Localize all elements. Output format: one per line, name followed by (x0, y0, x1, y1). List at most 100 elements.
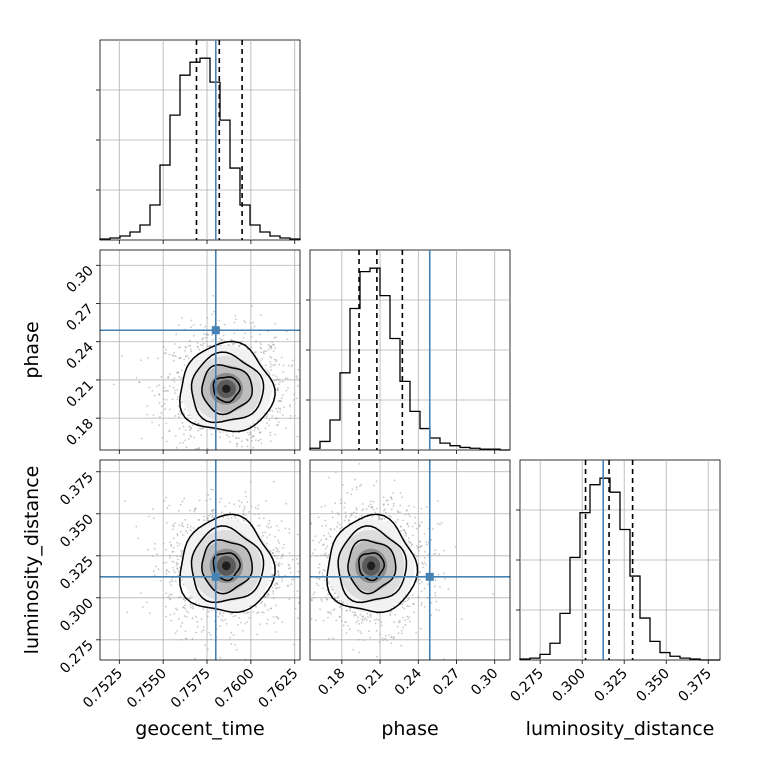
scatter-point (166, 423, 168, 425)
scatter-point (202, 345, 204, 347)
scatter-point (404, 600, 406, 602)
scatter-point (275, 631, 277, 633)
scatter-point (234, 615, 236, 617)
scatter-point (279, 400, 281, 402)
scatter-point (184, 519, 186, 521)
scatter-point (313, 597, 315, 599)
scatter-point (169, 541, 171, 543)
scatter-point (351, 514, 353, 516)
scatter-point (263, 353, 265, 355)
scatter-point (189, 435, 191, 437)
scatter-point (260, 314, 262, 316)
scatter-point (197, 448, 199, 450)
scatter-point (270, 348, 272, 350)
scatter-point (173, 360, 175, 362)
scatter-point (242, 337, 244, 339)
scatter-point (340, 499, 342, 501)
scatter-point (275, 434, 277, 436)
scatter-point (275, 375, 277, 377)
scatter-point (210, 634, 212, 636)
scatter-point (176, 556, 178, 558)
scatter-point (212, 339, 214, 341)
scatter-point (408, 537, 410, 539)
scatter-point (266, 422, 268, 424)
scatter-point (278, 408, 280, 410)
scatter-point (278, 364, 280, 366)
scatter-point (243, 520, 245, 522)
scatter-point (230, 632, 232, 634)
scatter-point (392, 492, 394, 494)
scatter-point (275, 408, 277, 410)
scatter-point (358, 639, 360, 641)
scatter-point (245, 496, 247, 498)
scatter-point (229, 502, 231, 504)
scatter-point (260, 439, 262, 441)
scatter-point (356, 509, 358, 511)
scatter-point (193, 437, 195, 439)
scatter-point (202, 608, 204, 610)
scatter-point (172, 529, 174, 531)
scatter-point (398, 632, 400, 634)
scatter-point (270, 432, 272, 434)
scatter-point (357, 617, 359, 619)
scatter-point (169, 354, 171, 356)
scatter-point (393, 637, 395, 639)
scatter-point (294, 415, 296, 417)
scatter-point (269, 520, 271, 522)
scatter-point (190, 351, 192, 353)
scatter-point (151, 422, 153, 424)
scatter-point (419, 583, 421, 585)
scatter-point (182, 522, 184, 524)
histogram-panel-luminosity_distance (516, 460, 720, 664)
scatter-point (400, 645, 402, 647)
scatter-point (376, 508, 378, 510)
scatter-point (244, 514, 246, 516)
scatter-point (328, 638, 330, 640)
scatter-point (178, 324, 180, 326)
scatter-point (338, 514, 340, 516)
scatter-point (422, 567, 424, 569)
scatter-point (370, 501, 372, 503)
scatter-point (230, 613, 232, 615)
scatter-point (398, 621, 400, 623)
scatter-point (247, 501, 249, 503)
scatter-point (269, 356, 271, 358)
scatter-point (234, 343, 236, 345)
scatter-point (345, 512, 347, 514)
scatter-point (173, 381, 175, 383)
scatter-point (273, 597, 275, 599)
scatter-point (224, 619, 226, 621)
scatter-point (184, 615, 186, 617)
scatter-point (187, 526, 189, 528)
scatter-point (252, 435, 254, 437)
scatter-point (358, 652, 360, 654)
scatter-point (265, 500, 267, 502)
scatter-point (174, 415, 176, 417)
scatter-point (193, 511, 195, 513)
scatter-point (414, 522, 416, 524)
scatter-point (275, 562, 277, 564)
scatter-point (234, 644, 236, 646)
scatter-point (182, 500, 184, 502)
scatter-point (187, 612, 189, 614)
scatter-point (172, 524, 174, 526)
scatter-point (288, 585, 290, 587)
scatter-point (174, 392, 176, 394)
scatter-point (325, 554, 327, 556)
scatter-point (275, 605, 277, 607)
scatter-point (241, 502, 243, 504)
scatter-point (353, 512, 355, 514)
scatter-point (270, 366, 272, 368)
scatter-point (349, 516, 351, 518)
scatter-point (373, 501, 375, 503)
scatter-point (290, 583, 292, 585)
scatter-point (413, 603, 415, 605)
scatter-point (402, 520, 404, 522)
scatter-point (278, 530, 280, 532)
scatter-point (374, 512, 376, 514)
scatter-point (404, 619, 406, 621)
scatter-point (366, 619, 368, 621)
scatter-point (172, 398, 174, 400)
scatter-point (238, 500, 240, 502)
scatter-point (314, 549, 316, 551)
